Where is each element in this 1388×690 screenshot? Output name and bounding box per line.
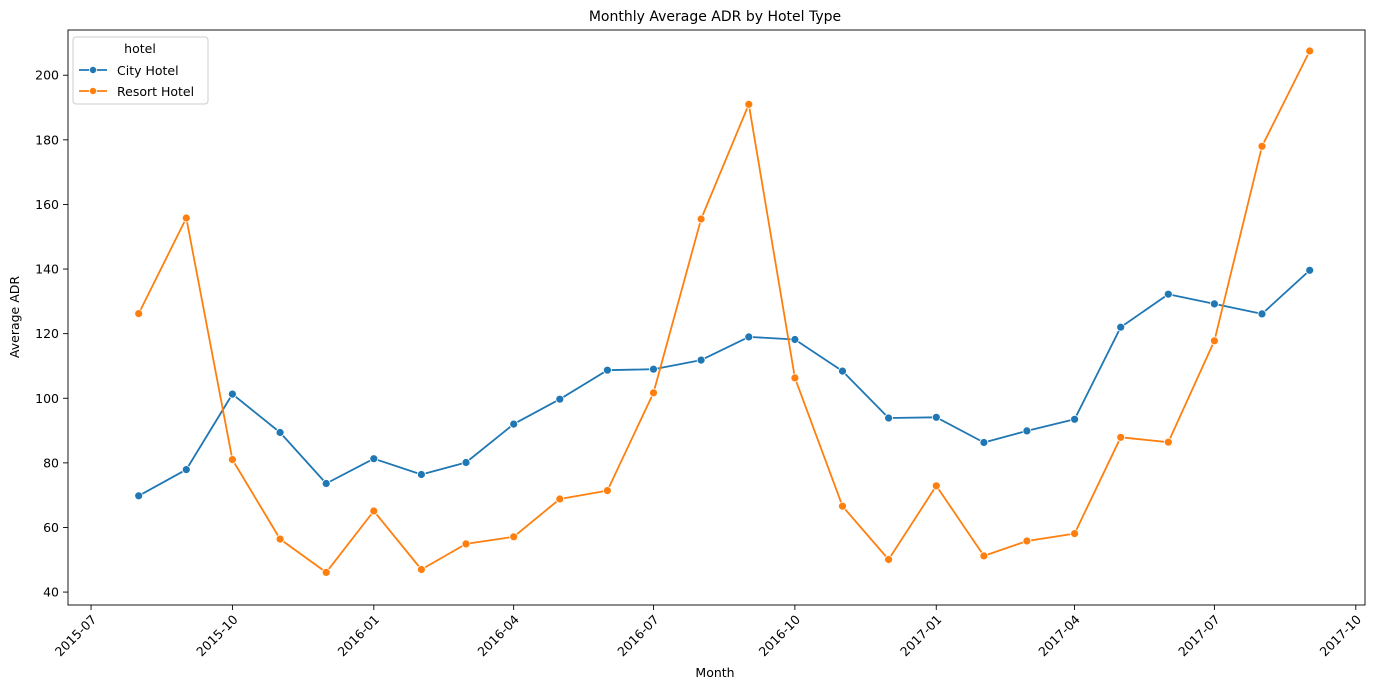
data-point (884, 555, 893, 564)
y-tick-label: 100 (35, 391, 59, 406)
data-point (1163, 289, 1173, 299)
series-layer (134, 46, 1315, 577)
data-point (979, 551, 989, 561)
y-tick-label: 140 (35, 262, 59, 277)
x-tick-label: 2015-10 (193, 612, 241, 660)
data-point (931, 481, 941, 491)
data-point (1305, 46, 1315, 56)
plot-area-frame (67, 29, 1366, 606)
x-axis-label: Month (695, 665, 734, 680)
data-point (275, 428, 285, 437)
data-point (603, 486, 612, 496)
data-point (134, 491, 144, 501)
data-point (884, 413, 893, 423)
data-point (509, 419, 519, 429)
data-point (744, 99, 754, 109)
data-point (603, 365, 612, 375)
legend-box (72, 36, 209, 105)
data-point (321, 568, 331, 577)
legend-entry-city-hotel: City Hotel (79, 63, 179, 78)
legend: hotel City Hotel Resort Hotel (72, 36, 209, 105)
data-point (1116, 432, 1126, 442)
data-point (649, 388, 658, 398)
data-point (321, 479, 331, 488)
data-point (1022, 536, 1032, 546)
x-tick-label: 2016-10 (756, 612, 804, 660)
data-point (1305, 265, 1315, 275)
data-point (1116, 322, 1126, 332)
data-point (979, 438, 989, 447)
legend-label: Resort Hotel (117, 84, 194, 99)
y-tick-label: 80 (43, 455, 59, 470)
data-point (461, 539, 471, 549)
data-point (1022, 426, 1032, 436)
data-point (555, 494, 565, 504)
x-axis: 2015-07 2015-10 2016-01 2016-04 2016-07 2016-… (52, 605, 1364, 659)
data-point (181, 465, 191, 475)
legend-label: City Hotel (117, 63, 179, 78)
legend-marker-icon (89, 87, 98, 96)
legend-entry-resort-hotel: Resort Hotel (79, 84, 194, 99)
data-point (1257, 309, 1267, 319)
y-tick-label: 160 (35, 197, 59, 212)
y-tick-label: 180 (35, 132, 59, 147)
x-tick-label: 2016-04 (474, 612, 522, 660)
data-point (227, 389, 237, 399)
data-point (790, 373, 800, 383)
data-point (227, 455, 237, 465)
legend-title: hotel (124, 41, 156, 56)
x-tick-label: 2016-07 (614, 612, 662, 660)
data-point (1210, 299, 1219, 309)
data-point (1163, 437, 1173, 447)
chart-title: Monthly Average ADR by Hotel Type (589, 9, 841, 25)
data-point (838, 366, 847, 376)
series-line-city-hotel (138, 269, 1311, 497)
y-tick-label: 200 (35, 68, 59, 83)
y-tick-label: 60 (43, 520, 59, 535)
data-point (369, 506, 379, 516)
data-point (461, 458, 471, 467)
x-tick-label: 2017-07 (1175, 612, 1223, 660)
x-tick-label: 2015-07 (52, 612, 100, 660)
series-resort-hotel (134, 46, 1315, 577)
series-city-hotel (134, 265, 1315, 501)
data-point (416, 470, 426, 479)
y-tick-label: 40 (43, 585, 59, 600)
x-tick-label: 2017-10 (1317, 612, 1365, 660)
data-point (509, 532, 519, 542)
data-point (134, 309, 144, 319)
y-tick-label: 120 (35, 326, 59, 341)
data-point (369, 454, 379, 464)
data-point (1257, 141, 1267, 151)
data-point (1210, 336, 1219, 346)
x-tick-label: 2017-01 (897, 612, 945, 660)
data-point (181, 213, 191, 223)
data-point (696, 355, 706, 365)
data-point (1070, 529, 1079, 538)
x-tick-label: 2017-04 (1035, 612, 1083, 660)
data-point (416, 565, 426, 574)
y-axis-label: Average ADR (7, 276, 22, 358)
data-point (931, 412, 941, 422)
legend-marker-icon (89, 66, 98, 75)
data-point (555, 394, 565, 404)
data-point (275, 534, 285, 544)
data-point (696, 214, 706, 224)
data-point (1070, 414, 1079, 424)
data-point (744, 332, 754, 342)
series-line-resort-hotel (137, 50, 1311, 574)
data-point (649, 364, 658, 374)
y-axis: 40 60 80 100 120 140 160 180 200 (35, 68, 68, 600)
data-point (838, 501, 847, 511)
x-tick-label: 2016-01 (335, 612, 383, 660)
data-point (790, 335, 800, 344)
